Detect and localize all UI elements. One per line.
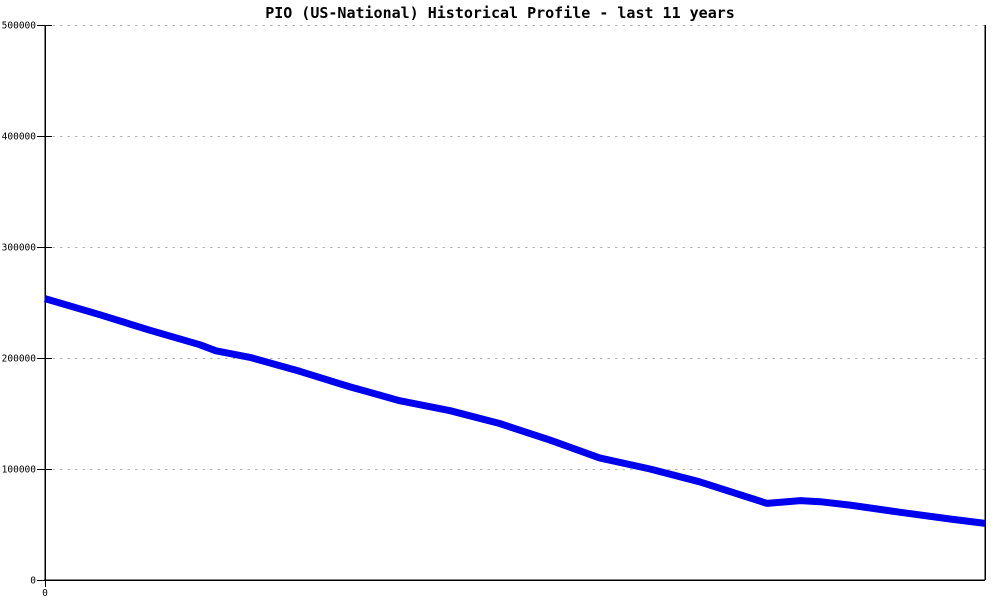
series-line-0: [44, 295, 986, 527]
tick-marks: [37, 25, 52, 587]
axes: [44, 25, 986, 581]
y-tick-label-500000: 500000: [2, 21, 37, 32]
tick-labels: 0 100000 200000 300000 400000 500000 0: [2, 21, 48, 600]
chart-title: PIO (US-National) Historical Profile - l…: [265, 4, 735, 22]
y-tick-label-200000: 200000: [2, 354, 37, 365]
y-gridlines: [45, 25, 985, 470]
x-tick-label-0: 0: [42, 588, 48, 599]
y-tick-label-400000: 400000: [2, 132, 37, 143]
y-tick-label-300000: 300000: [2, 243, 37, 254]
y-tick-label-0: 0: [30, 576, 36, 587]
y-tick-label-100000: 100000: [2, 465, 37, 476]
